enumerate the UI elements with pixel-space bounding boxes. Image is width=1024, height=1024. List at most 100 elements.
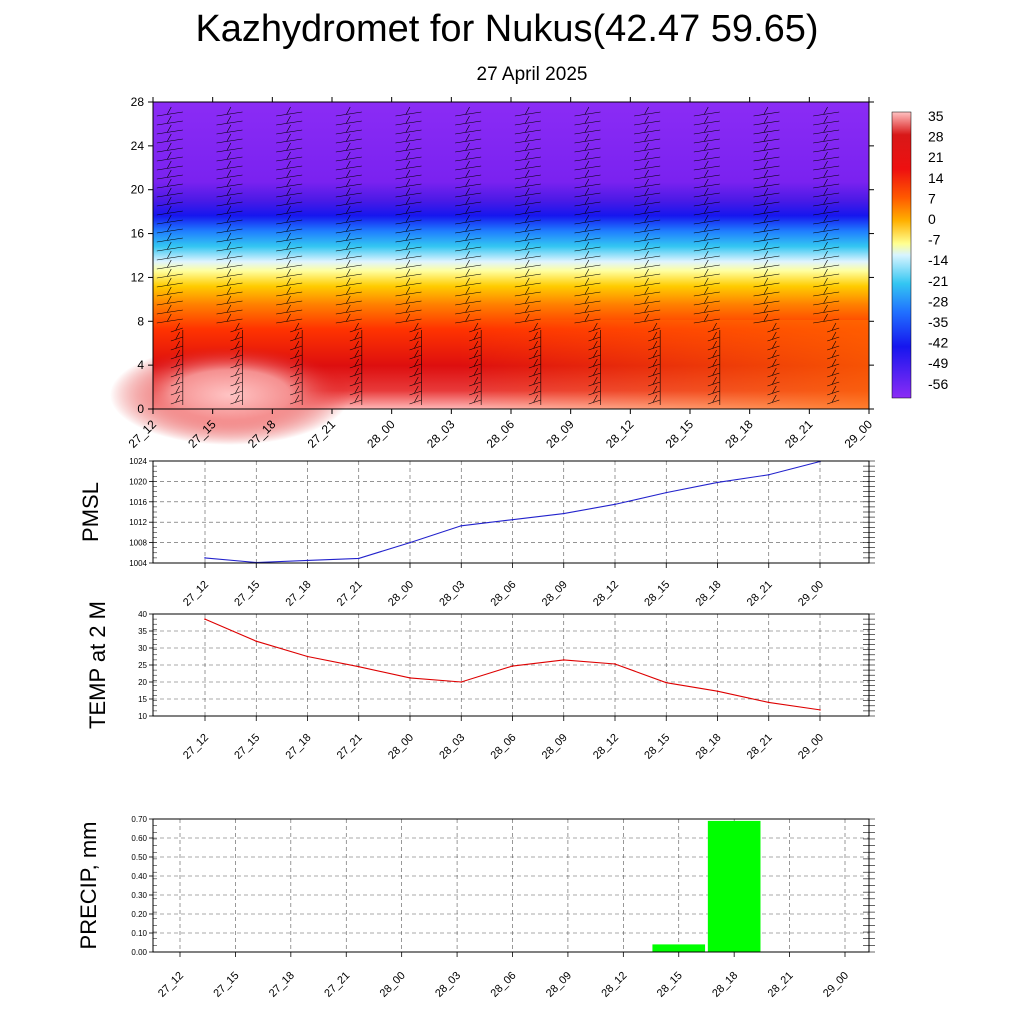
- wind-barb-flag: [763, 241, 769, 250]
- wind-barb-flag: [703, 142, 709, 151]
- wind-barb: [574, 228, 601, 234]
- wind-barb-flag: [286, 178, 291, 187]
- wind-barb: [813, 111, 840, 117]
- wind-barb-flag: [345, 250, 351, 259]
- wind-barb: [634, 156, 661, 162]
- wind-barb: [335, 192, 362, 198]
- wind-barb: [634, 300, 661, 306]
- wind-barb: [753, 138, 780, 144]
- wind-barb: [335, 165, 362, 171]
- wind-barb-flag: [831, 331, 837, 340]
- wind-barb: [648, 345, 661, 351]
- x-tick-label: 28_00: [386, 732, 416, 762]
- wind-barb-flag: [644, 268, 649, 277]
- wind-barb: [290, 372, 303, 378]
- x-tick-label: 28_18: [694, 579, 724, 609]
- wind-barb: [693, 273, 720, 279]
- wind-barb: [335, 300, 362, 306]
- y-tick-label: 16: [131, 227, 145, 241]
- x-tick-label: 29_00: [821, 970, 851, 1000]
- wind-barb-flag: [703, 115, 709, 124]
- wind-barb-flag: [405, 178, 411, 187]
- wind-barb-flag: [226, 151, 232, 160]
- wind-barb: [574, 165, 601, 171]
- wind-barb-flag: [533, 331, 538, 340]
- y-tick-label: 1020: [129, 477, 147, 486]
- wind-barb-flag: [584, 124, 590, 133]
- wind-barb-flag: [226, 160, 232, 169]
- wind-barb: [693, 156, 720, 162]
- wind-barb: [349, 354, 362, 360]
- wind-barb: [634, 291, 661, 297]
- wind-barb-flag: [652, 376, 658, 385]
- wind-barb: [455, 201, 482, 207]
- wind-barb-flag: [175, 331, 180, 340]
- wind-barb: [767, 327, 780, 333]
- wind-barb-flag: [584, 142, 590, 151]
- data-point: [204, 557, 206, 559]
- wind-barb-flag: [473, 385, 479, 394]
- wind-barb-flag: [405, 205, 411, 214]
- wind-barb: [693, 111, 720, 117]
- wind-barb-flag: [286, 223, 291, 232]
- wind-barb-flag: [226, 313, 232, 322]
- wind-barb-flag: [763, 277, 769, 286]
- wind-barb: [514, 147, 541, 153]
- wind-barb: [574, 255, 601, 261]
- wind-barb-flag: [345, 115, 351, 124]
- wind-barb-flag: [226, 295, 232, 304]
- wind-barb: [753, 156, 780, 162]
- wind-barb: [514, 156, 541, 162]
- wind-barb: [156, 156, 183, 162]
- wind-barb-flag: [524, 106, 530, 115]
- wind-barb: [409, 327, 422, 333]
- wind-barb-flag: [226, 232, 232, 241]
- wind-barb-flag: [345, 232, 351, 241]
- wind-barb: [574, 201, 601, 207]
- y-tick-label: 8: [137, 314, 144, 328]
- wind-barb-flag: [166, 205, 172, 214]
- wind-barb-flag: [703, 250, 709, 259]
- wind-barb-flag: [533, 367, 538, 376]
- data-point: [255, 640, 258, 642]
- wind-barb: [648, 327, 661, 333]
- wind-barb-flag: [533, 340, 538, 349]
- wind-barb: [156, 219, 183, 225]
- wind-barb: [216, 156, 243, 162]
- wind-barb: [648, 363, 661, 369]
- wind-barb-flag: [831, 340, 837, 349]
- wind-barb: [409, 381, 422, 387]
- wind-barb: [156, 138, 183, 144]
- wind-barb-flag: [175, 358, 180, 367]
- wind-barb-flag: [584, 160, 590, 169]
- wind-barb: [514, 201, 541, 207]
- wind-barb-flag: [763, 232, 769, 241]
- wind-barb-flag: [175, 394, 180, 403]
- wind-barb: [707, 381, 720, 387]
- wind-barb-flag: [584, 205, 590, 214]
- wind-barb-flag: [166, 313, 172, 322]
- wind-barb: [216, 174, 243, 180]
- wind-barb: [409, 390, 422, 396]
- wind-barb-flag: [703, 151, 709, 160]
- wind-barb: [753, 237, 780, 243]
- wind-barb: [170, 381, 183, 387]
- x-tick-label: 27_15: [211, 970, 241, 1000]
- wind-barb-flag: [405, 286, 411, 295]
- wind-barb-flag: [644, 313, 649, 322]
- wind-barb-flag: [823, 151, 828, 160]
- wind-barb-flag: [703, 160, 709, 169]
- wind-barb-flag: [652, 367, 658, 376]
- wind-barb-flag: [524, 286, 530, 295]
- wind-barb: [156, 237, 183, 243]
- wind-barb-flag: [533, 322, 538, 331]
- wind-barb-flag: [175, 340, 180, 349]
- wind-barb-flag: [584, 133, 590, 142]
- wind-barb: [827, 372, 840, 378]
- wind-barb-flag: [584, 115, 590, 124]
- wind-barb-flag: [166, 250, 172, 259]
- wind-barb: [395, 309, 422, 315]
- wind-barb-flag: [465, 277, 470, 286]
- wind-barb-flag: [823, 295, 828, 304]
- wind-barb-flag: [763, 286, 769, 295]
